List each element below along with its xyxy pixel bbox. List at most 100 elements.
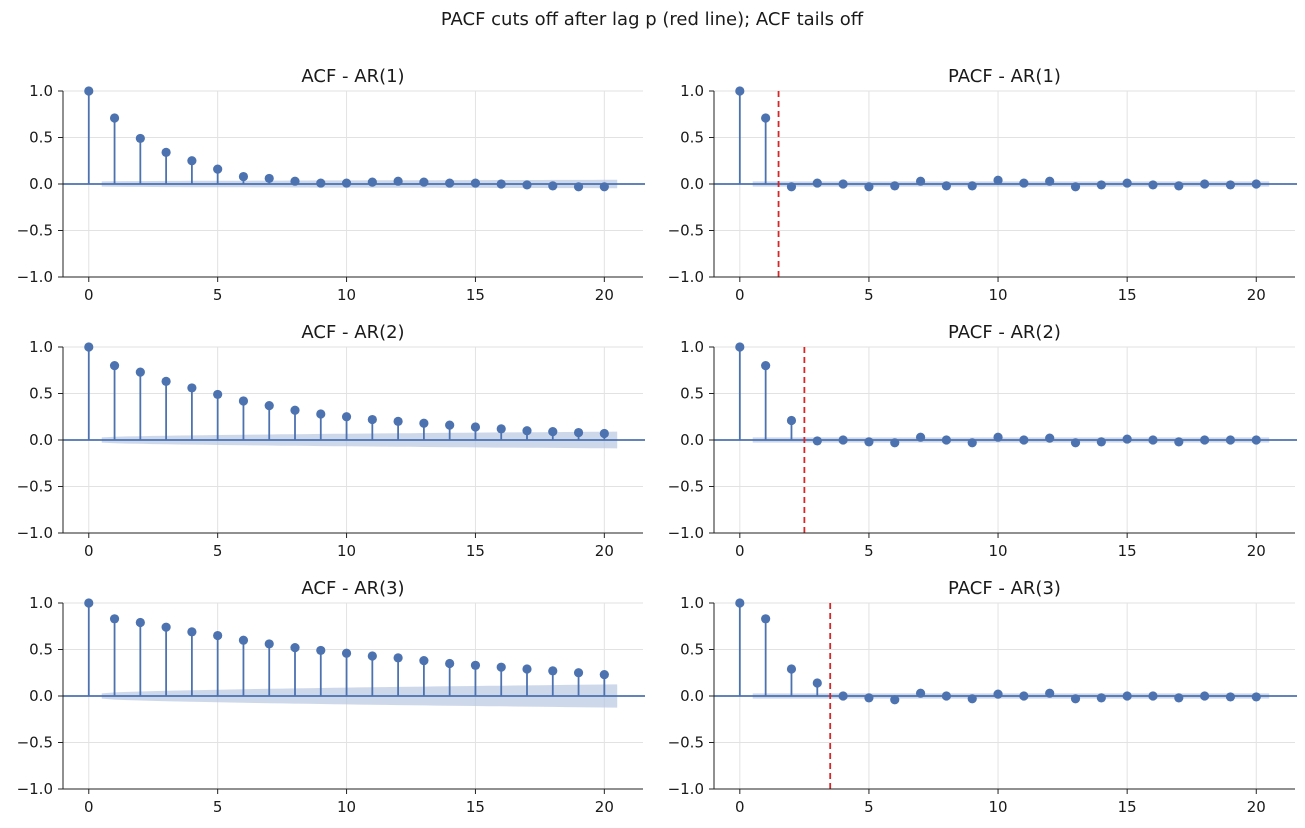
y-tick-label: 0.0 <box>29 431 53 449</box>
y-tick-label: 0.0 <box>680 431 704 449</box>
y-tick-label: −0.5 <box>668 734 704 752</box>
y-tick-label: 0.5 <box>680 129 704 147</box>
stem-marker-lag-6 <box>238 171 249 182</box>
stem-marker-lag-15 <box>1122 178 1132 188</box>
panel-3: PACF - AR(2) 1.0 0.5 0.0 −0.5 −1.0 0 5 10 15 20 <box>668 322 1297 560</box>
stem-marker-lag-2 <box>135 617 145 628</box>
stem-marker-lag-20 <box>599 670 609 680</box>
y-tick-label: 1.0 <box>680 338 704 356</box>
panel-title: ACF - AR(1) <box>301 66 404 87</box>
stem-marker-lag-2 <box>786 664 797 674</box>
stem-marker-lag-10 <box>993 689 1003 699</box>
x-tick-label: 0 <box>84 798 94 816</box>
stem-marker-lag-6 <box>238 635 249 645</box>
stem-marker-lag-16 <box>496 424 506 434</box>
x-tick-label: 20 <box>1247 286 1266 304</box>
stem-marker-lag-9 <box>316 645 326 656</box>
y-tick-label: −1.0 <box>17 524 53 542</box>
stem-marker-lag-18 <box>548 666 558 676</box>
stem-marker-lag-13 <box>419 656 429 666</box>
x-tick-label: 10 <box>988 798 1007 816</box>
stem-marker-lag-8 <box>290 643 300 653</box>
stem-marker-lag-0 <box>735 598 745 608</box>
stem-marker-lag-13 <box>419 418 429 428</box>
y-tick-label: 1.0 <box>680 594 704 612</box>
stem-marker-lag-11 <box>367 177 377 187</box>
stem-marker-lag-6 <box>238 396 249 406</box>
stem-marker-lag-4 <box>838 435 848 445</box>
x-tick-label: 10 <box>337 542 356 560</box>
stem-marker-lag-11 <box>367 651 377 661</box>
stem-marker-lag-8 <box>941 435 952 445</box>
y-tick-label: 0.5 <box>29 385 53 403</box>
y-tick-label: −0.5 <box>17 222 53 240</box>
stem-marker-lag-0 <box>735 342 745 352</box>
stem-marker-lag-16 <box>1148 691 1158 701</box>
stem-marker-lag-9 <box>967 694 977 704</box>
x-tick-label: 20 <box>595 798 614 816</box>
stem-marker-lag-14 <box>1096 693 1106 703</box>
x-tick-label: 15 <box>466 542 485 560</box>
stem-marker-lag-16 <box>496 179 506 189</box>
stem-marker-lag-3 <box>161 376 171 387</box>
panel-title: PACF - AR(3) <box>948 578 1061 599</box>
stem-marker-lag-3 <box>161 622 171 632</box>
stem-marker-lag-15 <box>470 422 481 432</box>
y-tick-label: 1.0 <box>29 82 53 100</box>
x-tick-label: 5 <box>864 286 874 304</box>
y-tick-label: −0.5 <box>17 478 53 496</box>
y-tick-label: −1.0 <box>668 524 704 542</box>
stem-marker-lag-2 <box>786 182 797 192</box>
stem-marker-lag-13 <box>419 177 429 187</box>
stem-marker-lag-12 <box>393 416 403 426</box>
stem-marker-lag-2 <box>135 367 145 377</box>
panel-title: PACF - AR(1) <box>948 66 1061 87</box>
x-tick-label: 5 <box>864 798 874 816</box>
stem-marker-lag-17 <box>522 426 532 436</box>
stem-marker-lag-12 <box>1045 176 1055 186</box>
y-tick-label: 1.0 <box>29 594 53 612</box>
stem-marker-lag-17 <box>1174 437 1184 447</box>
panel-2: ACF - AR(2) 1.0 0.5 0.0 −0.5 −1.0 0 5 10 15 20 <box>17 322 645 560</box>
stem-marker-lag-14 <box>445 658 455 669</box>
stem-marker-lag-15 <box>1122 691 1132 701</box>
stem-marker-lag-14 <box>1096 437 1106 447</box>
stem-marker-lag-7 <box>264 400 274 411</box>
y-tick-label: 0.0 <box>680 175 704 193</box>
stem-marker-lag-11 <box>367 414 377 425</box>
stem-marker-lag-16 <box>1148 435 1158 445</box>
stem-marker-lag-19 <box>573 427 584 438</box>
stem-marker-lag-12 <box>1045 688 1055 698</box>
stem-marker-lag-6 <box>890 438 900 448</box>
x-tick-label: 20 <box>1247 798 1266 816</box>
stem-marker-lag-7 <box>264 173 274 184</box>
stem-marker-lag-2 <box>786 415 797 426</box>
y-tick-label: −1.0 <box>17 268 53 286</box>
stem-marker-lag-4 <box>187 627 197 637</box>
stem-marker-lag-12 <box>393 653 403 663</box>
stem-marker-lag-10 <box>341 412 352 422</box>
y-tick-label: 0.5 <box>680 385 704 403</box>
x-tick-label: 0 <box>735 542 745 560</box>
stem-marker-lag-1 <box>109 113 120 123</box>
stem-marker-lag-18 <box>1200 179 1210 189</box>
stem-marker-lag-3 <box>812 436 822 446</box>
x-tick-label: 5 <box>864 542 874 560</box>
y-tick-label: 0.0 <box>29 175 53 193</box>
x-tick-label: 10 <box>988 286 1007 304</box>
stem-marker-lag-8 <box>941 181 952 191</box>
panel-1: PACF - AR(1) 1.0 0.5 0.0 −0.5 −1.0 0 5 10 15 20 <box>668 66 1297 304</box>
stem-marker-lag-10 <box>341 178 352 188</box>
stem-marker-lag-6 <box>890 181 900 191</box>
stem-marker-lag-1 <box>109 614 120 624</box>
stem-marker-lag-4 <box>838 179 848 189</box>
stem-marker-lag-1 <box>761 361 771 371</box>
panel-0: ACF - AR(1) 1.0 0.5 0.0 −0.5 −1.0 0 5 10 15 20 <box>17 66 645 304</box>
x-tick-label: 15 <box>1118 286 1137 304</box>
stem-marker-lag-14 <box>445 178 455 188</box>
stem-marker-lag-9 <box>967 438 977 448</box>
stem-marker-lag-3 <box>161 147 171 157</box>
y-tick-label: 0.0 <box>680 687 704 705</box>
stem-marker-lag-19 <box>573 668 584 678</box>
x-tick-label: 15 <box>1118 798 1137 816</box>
